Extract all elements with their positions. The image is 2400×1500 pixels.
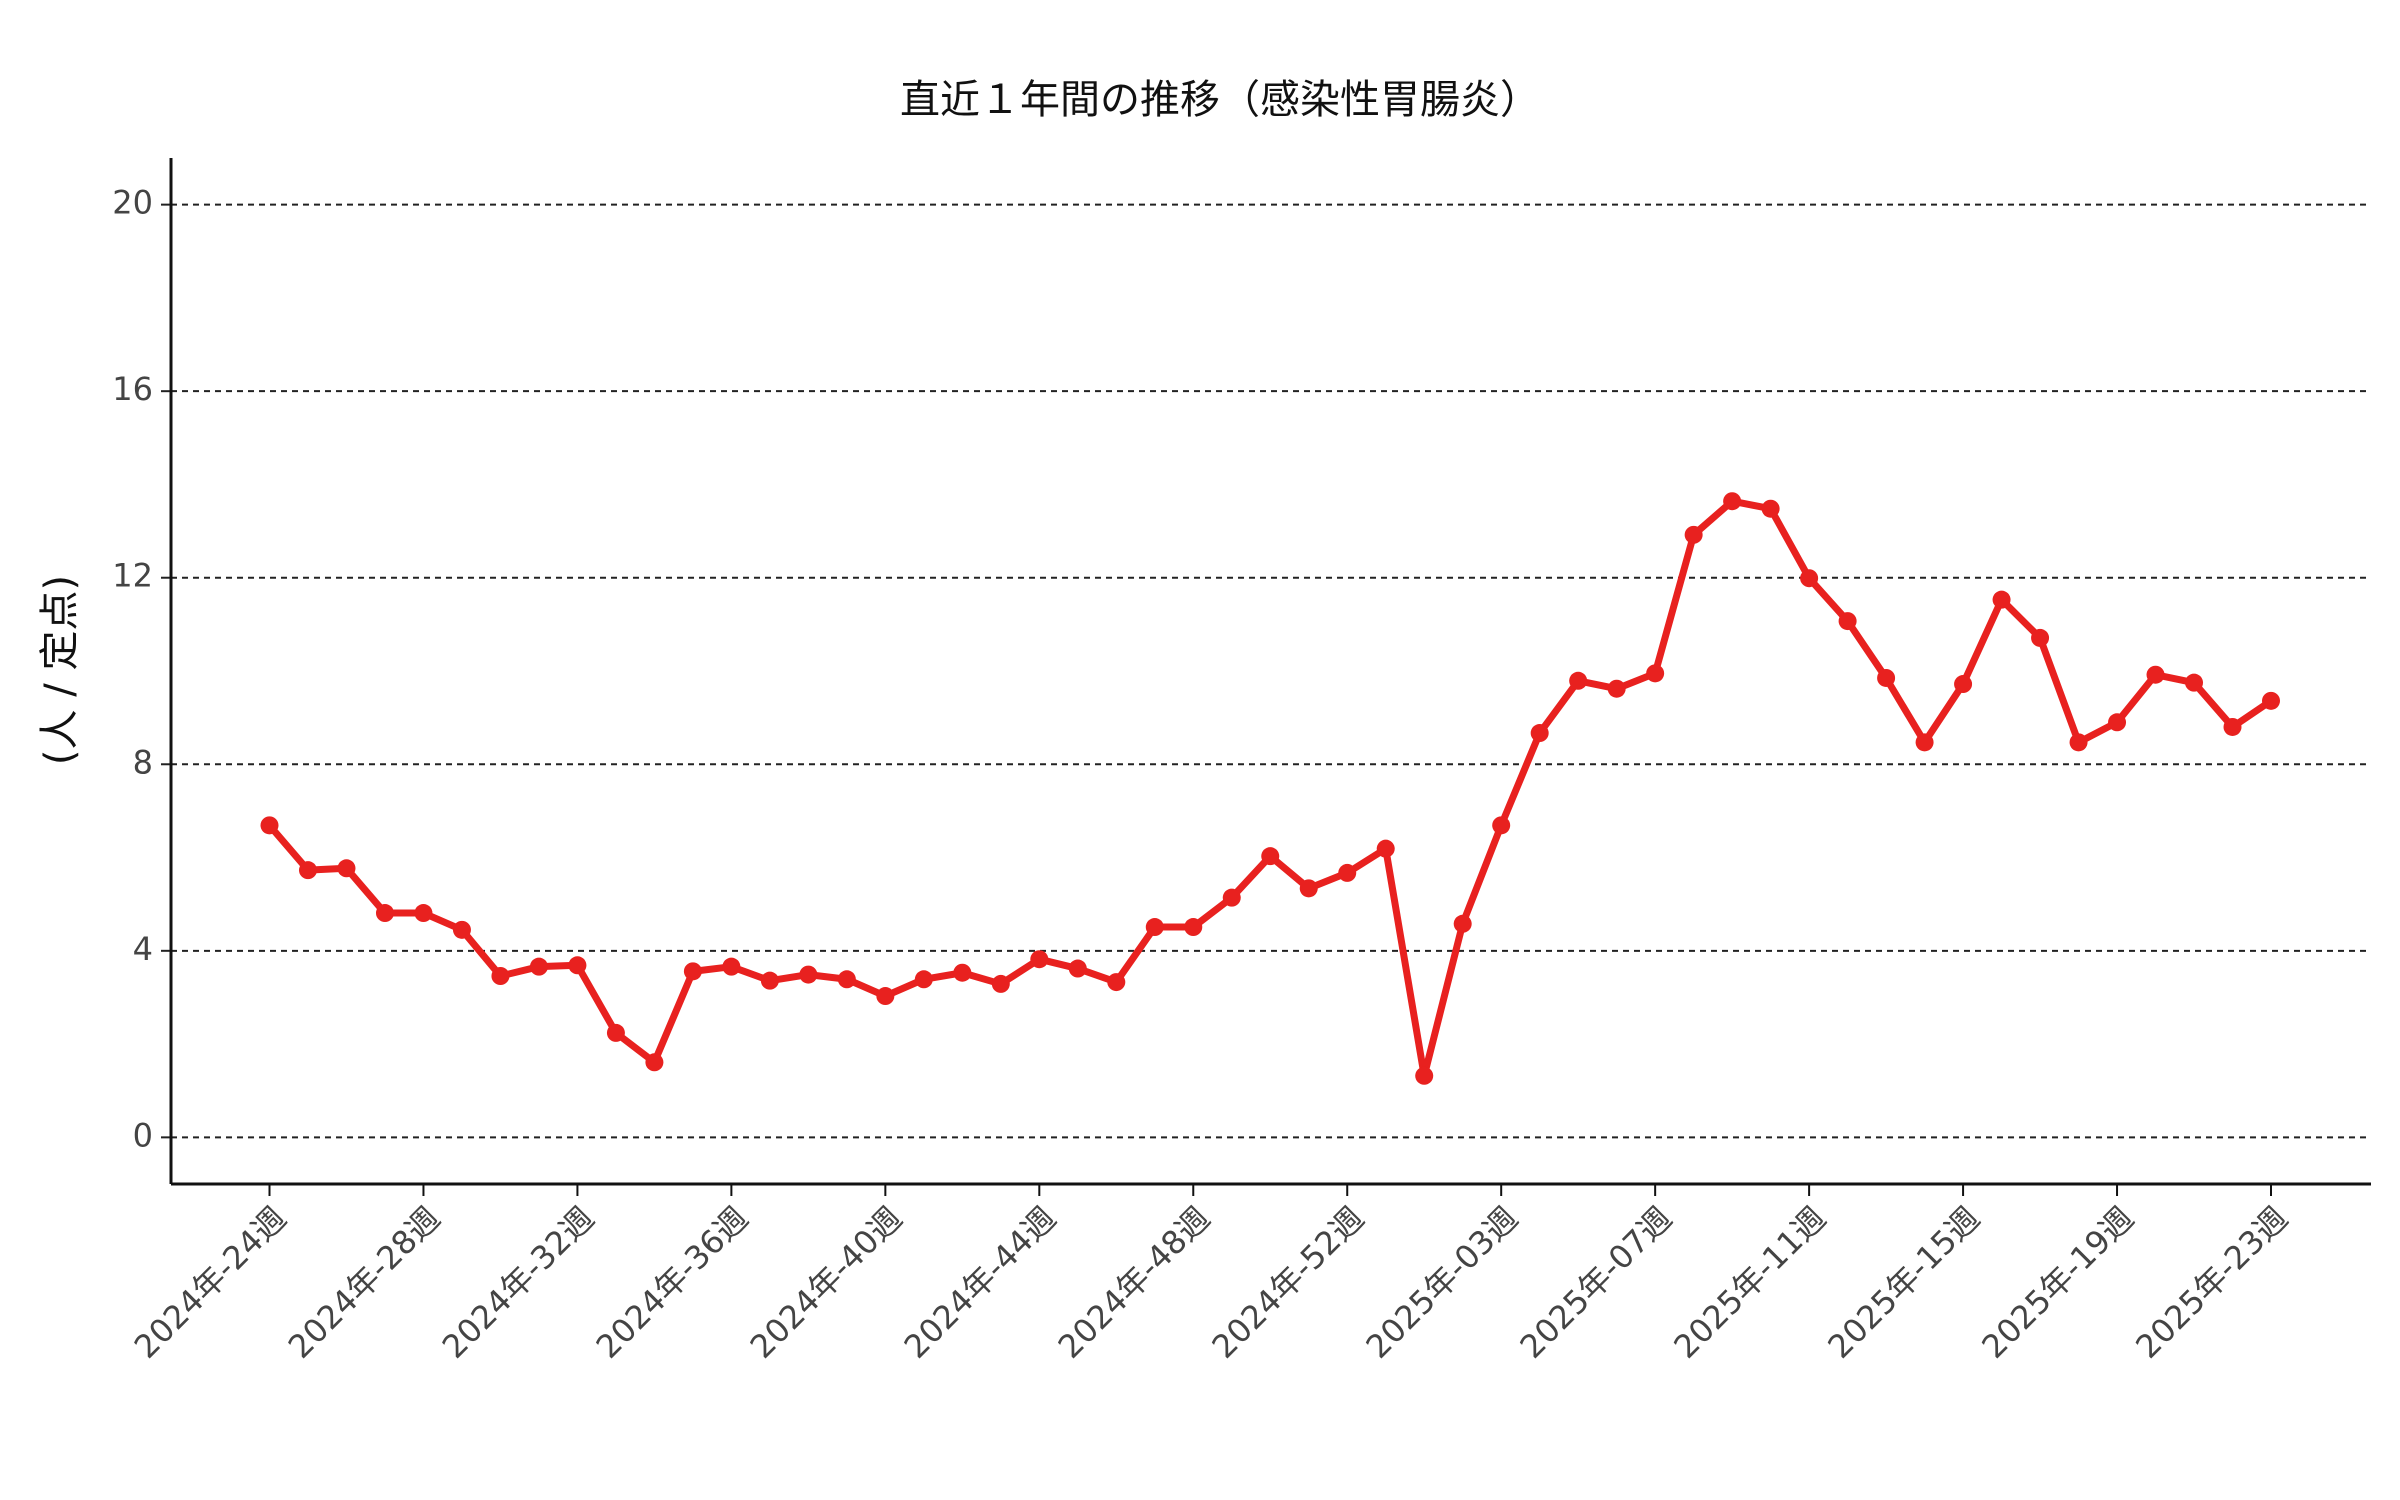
- point: [2108, 713, 2127, 732]
- x-tick-label: 2025年-23週: [2128, 1199, 2295, 1366]
- y-tick-label: 8: [133, 743, 153, 781]
- point: [1492, 816, 1511, 835]
- point: [1646, 664, 1665, 683]
- x-tick-label: 2025年-19週: [1974, 1199, 2141, 1366]
- y-tick-label: 12: [112, 557, 153, 595]
- point: [1915, 733, 1934, 752]
- point: [1684, 525, 1703, 544]
- point: [722, 957, 741, 976]
- x-tick-label: 2024年-32週: [435, 1199, 602, 1366]
- x-tick-label: 2024年-48週: [1051, 1199, 1218, 1366]
- point: [1261, 847, 1280, 866]
- point: [2185, 673, 2204, 692]
- x-tick-label: 2025年-15週: [1820, 1199, 1987, 1366]
- point: [1415, 1066, 1434, 1085]
- point: [799, 965, 818, 984]
- point: [1299, 879, 1318, 898]
- point: [1838, 612, 1857, 631]
- point: [914, 970, 933, 989]
- point: [1530, 724, 1549, 743]
- point: [1723, 492, 1742, 511]
- x-tick-label: 2024年-40週: [743, 1199, 910, 1366]
- x-tick-label: 2025年-07週: [1512, 1199, 1679, 1366]
- point: [991, 974, 1010, 993]
- y-tick-label: 0: [133, 1116, 153, 1154]
- chart-title: 直近１年間の推移（感染性胃腸炎）: [900, 77, 1540, 123]
- point: [1222, 888, 1241, 907]
- point: [683, 962, 702, 981]
- point: [298, 861, 317, 880]
- x-tick-label: 2025年-11週: [1666, 1199, 1833, 1366]
- point: [606, 1023, 625, 1042]
- point: [2223, 717, 2242, 736]
- point: [1992, 590, 2011, 609]
- point: [1068, 959, 1087, 978]
- y-tick-label: 4: [133, 930, 153, 968]
- point: [452, 920, 471, 939]
- point: [1761, 499, 1780, 518]
- point: [491, 967, 510, 986]
- point: [375, 904, 394, 923]
- x-tick-label: 2024年-36週: [589, 1199, 756, 1366]
- point: [1376, 839, 1395, 858]
- point: [1607, 679, 1626, 698]
- point: [337, 859, 356, 878]
- y-tick-label: 20: [112, 184, 153, 222]
- point: [529, 957, 548, 976]
- y-tick-label: 16: [112, 370, 153, 408]
- x-tick-label: 2024年-52週: [1205, 1199, 1372, 1366]
- x-tick-label: 2025年-03週: [1359, 1199, 1526, 1366]
- point: [414, 904, 433, 923]
- point: [1338, 863, 1357, 882]
- point: [260, 816, 279, 835]
- point: [1145, 918, 1164, 937]
- point: [1877, 668, 1896, 687]
- point: [645, 1053, 664, 1072]
- x-tick-label: 2024年-28週: [281, 1199, 448, 1366]
- point: [1569, 671, 1588, 690]
- point: [568, 956, 587, 975]
- point: [1030, 950, 1049, 969]
- point: [837, 970, 856, 989]
- x-tick-label: 2024年-24週: [127, 1199, 294, 1366]
- point: [1954, 675, 1973, 694]
- point: [1453, 914, 1472, 933]
- y-axis-label: (人 / 定点): [37, 575, 83, 765]
- point: [1184, 918, 1203, 937]
- point: [1800, 569, 1819, 588]
- point: [760, 971, 779, 990]
- point: [2031, 628, 2050, 647]
- line: [266, 497, 2273, 1080]
- point: [2262, 691, 2280, 710]
- point: [2146, 665, 2165, 684]
- point: [953, 963, 972, 982]
- x-tick-label: 2024年-44週: [897, 1199, 1064, 1366]
- point: [876, 987, 895, 1006]
- point: [2069, 733, 2088, 752]
- point: [1107, 973, 1126, 992]
